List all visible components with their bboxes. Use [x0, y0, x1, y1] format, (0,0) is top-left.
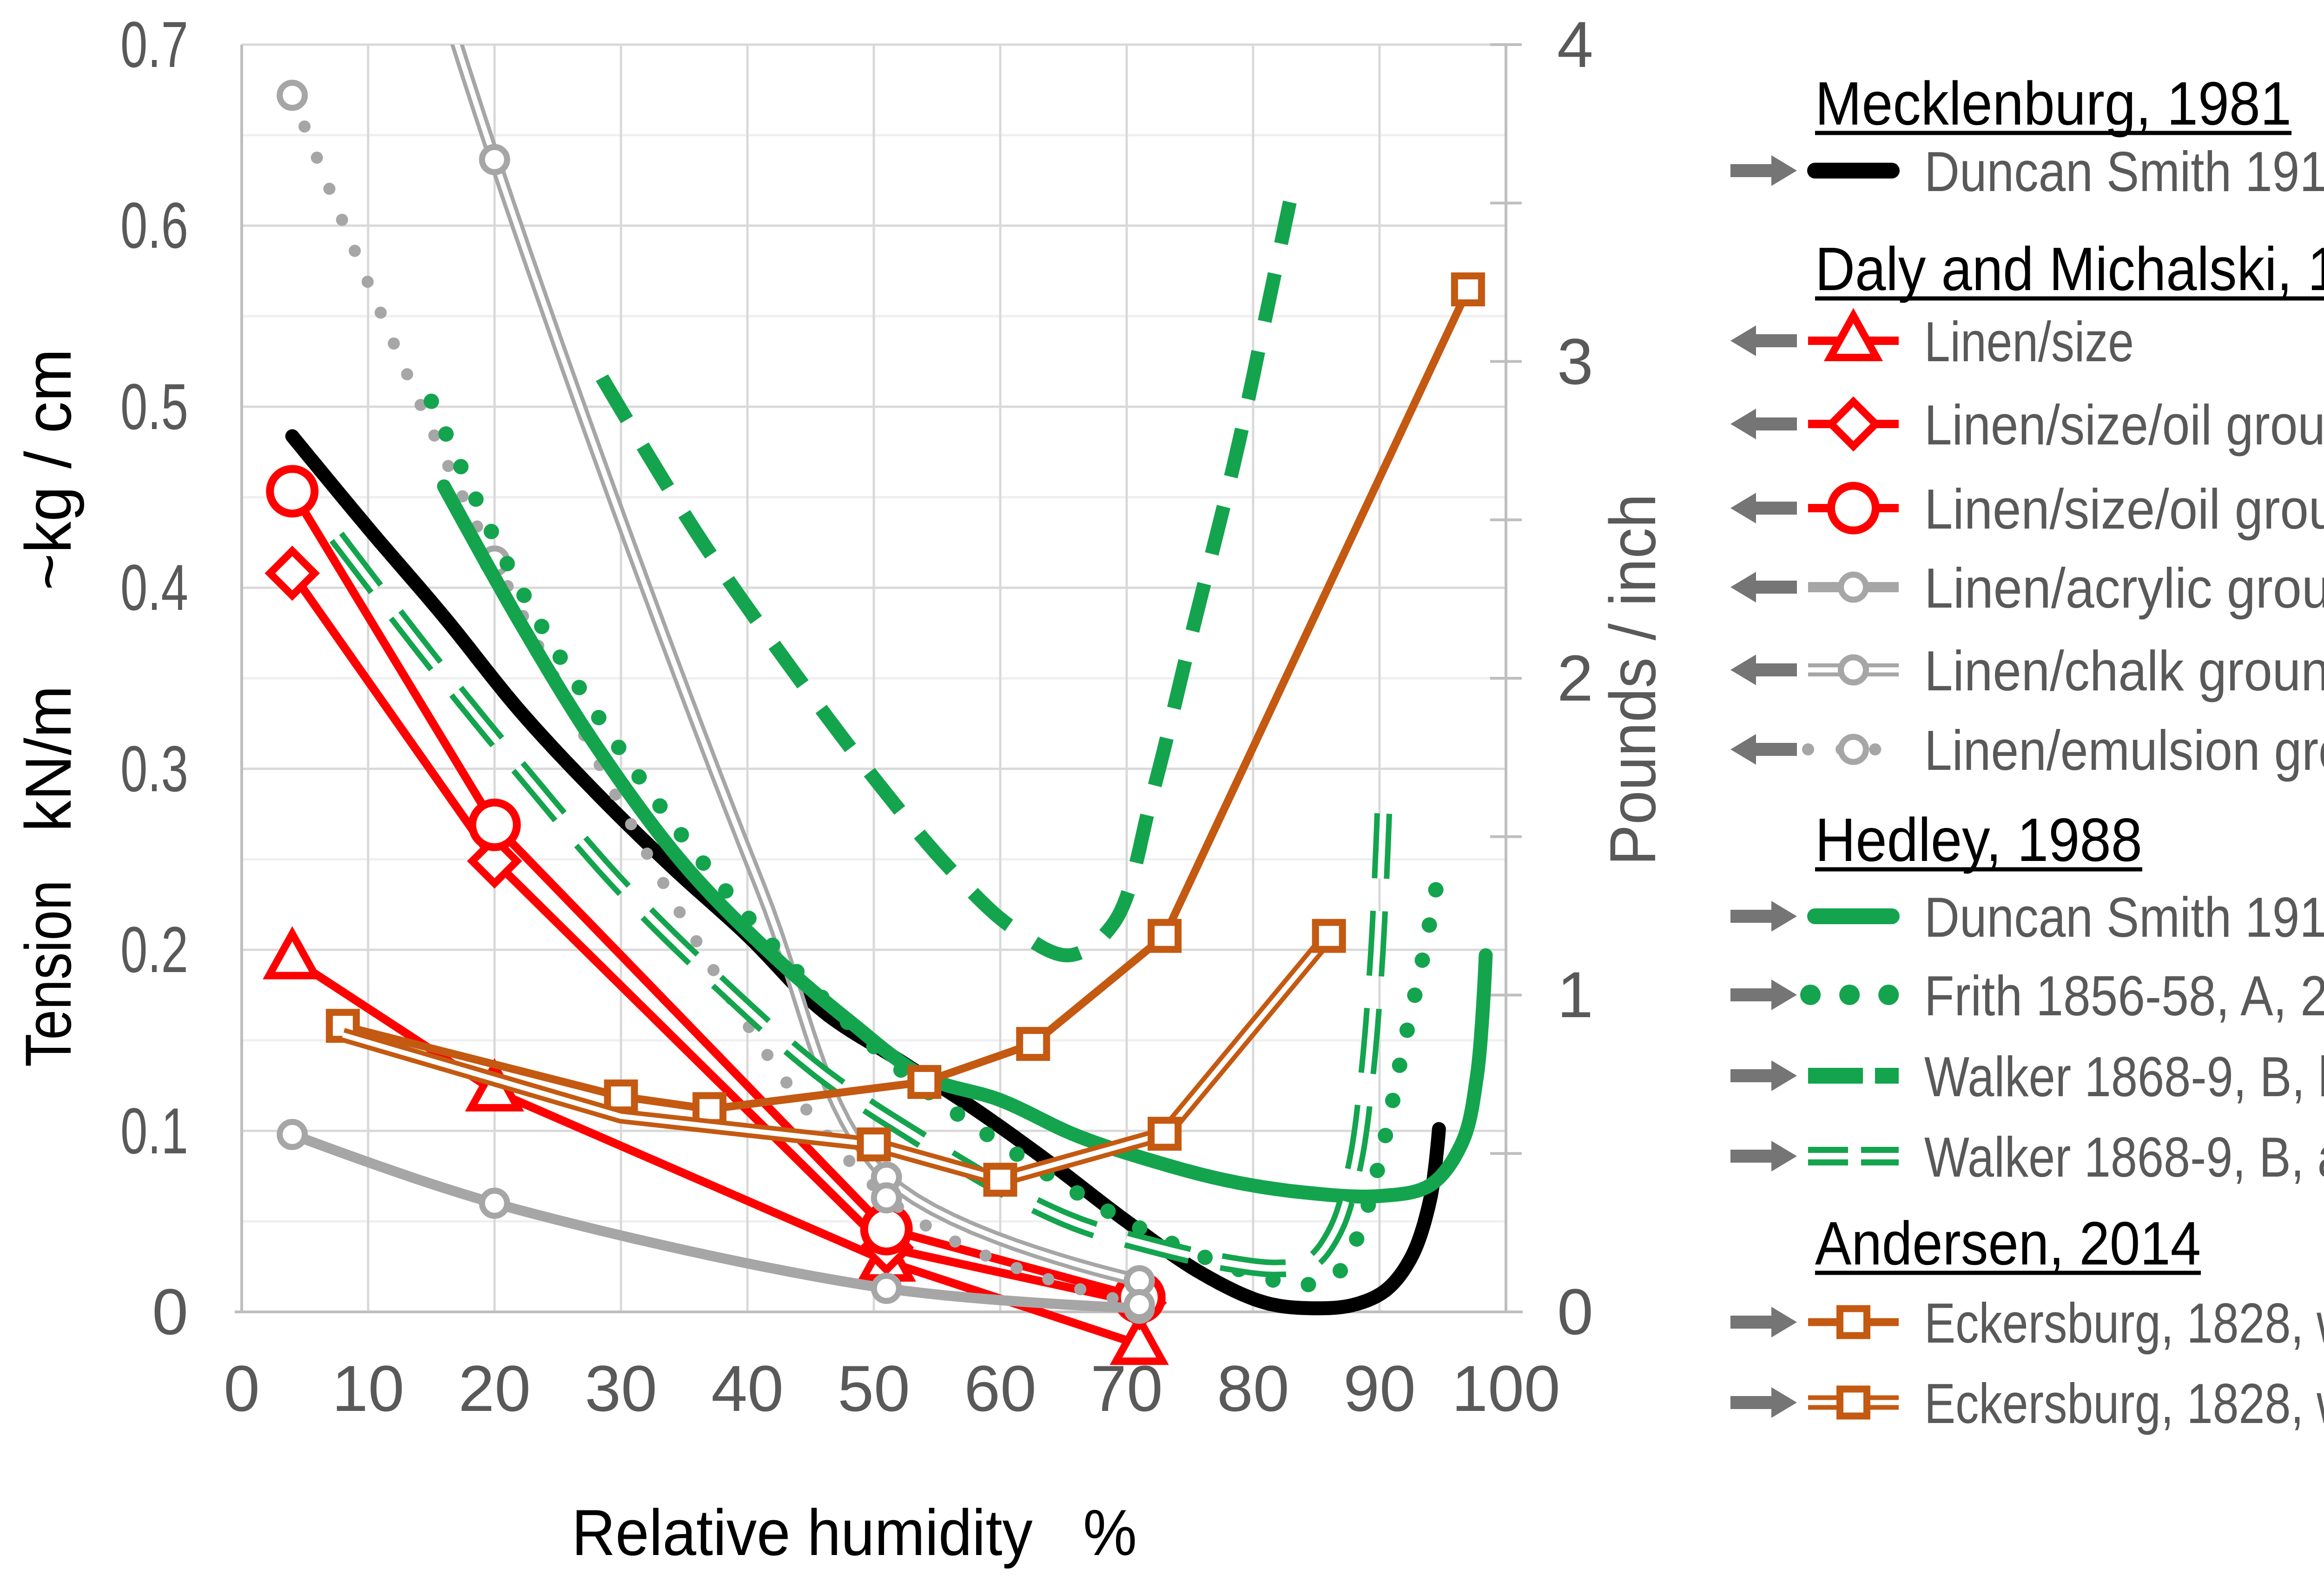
svg-text:4: 4 [1557, 8, 1593, 81]
svg-text:30: 30 [585, 1352, 657, 1425]
svg-text:Pounds / inch: Pounds / inch [1596, 494, 1669, 866]
svg-text:Linen/emulsion ground: Linen/emulsion ground [1924, 719, 2324, 782]
svg-text:3: 3 [1557, 325, 1593, 398]
svg-text:Walker 1868-9, B, before 90%RH: Walker 1868-9, B, before 90%RH [1924, 1045, 2324, 1108]
svg-text:2: 2 [1557, 642, 1593, 715]
svg-text:50: 50 [838, 1352, 910, 1425]
svg-text:Linen/size: Linen/size [1924, 310, 2134, 373]
svg-text:70: 70 [1090, 1352, 1163, 1425]
svg-text:60: 60 [964, 1352, 1037, 1425]
svg-text:1: 1 [1557, 958, 1593, 1031]
svg-text:Duncan Smith 1912, warp: Duncan Smith 1912, warp [1924, 140, 2324, 203]
svg-text:0.7: 0.7 [120, 8, 188, 81]
svg-text:Frith 1856-58, A, 2nd cycle: Frith 1856-58, A, 2nd cycle [1924, 964, 2324, 1027]
svg-text:0.3: 0.3 [120, 732, 188, 805]
svg-text:0: 0 [224, 1352, 260, 1425]
svg-text:Eckersburg, 1828, wax lined, b: Eckersburg, 1828, wax lined, b. 90%RH [1924, 1291, 2324, 1355]
svg-text:0.4: 0.4 [120, 551, 188, 624]
svg-text:20: 20 [458, 1352, 531, 1425]
svg-text:Relative humidity %: Relative humidity % [572, 1496, 1137, 1569]
svg-text:Tension: Tension [12, 880, 85, 1067]
svg-text:0.2: 0.2 [120, 913, 188, 986]
svg-text:Andersen, 2014: Andersen, 2014 [1815, 1209, 2201, 1277]
svg-text:~kg / cm: ~kg / cm [12, 349, 85, 590]
svg-text:40: 40 [711, 1352, 784, 1425]
svg-text:0.1: 0.1 [120, 1094, 188, 1167]
svg-text:0: 0 [1557, 1275, 1593, 1348]
svg-text:0.5: 0.5 [120, 370, 188, 443]
svg-text:kN/m: kN/m [12, 686, 85, 832]
svg-text:Linen/size/oil ground/oil pain: Linen/size/oil ground/oil paint [1924, 477, 2324, 541]
svg-text:Linen/acrylic ground: Linen/acrylic ground [1924, 556, 2324, 620]
svg-text:0.6: 0.6 [120, 189, 188, 262]
svg-text:90: 90 [1343, 1352, 1416, 1425]
svg-text:Linen/chalk ground: Linen/chalk ground [1924, 639, 2324, 702]
svg-text:Hedley, 1988: Hedley, 1988 [1815, 806, 2142, 874]
svg-text:Mecklenburg, 1981: Mecklenburg, 1981 [1815, 69, 2291, 138]
svg-text:Duncan Smith 1912, warp: Duncan Smith 1912, warp [1924, 886, 2324, 949]
svg-text:0: 0 [152, 1275, 188, 1348]
svg-text:Linen/size/oil ground: Linen/size/oil ground [1924, 393, 2324, 457]
svg-text:Daly and Michalski, 1987: Daly and Michalski, 1987 [1815, 235, 2324, 303]
svg-text:Walker 1868-9, B, after 90%RH: Walker 1868-9, B, after 90%RH [1924, 1125, 2324, 1189]
svg-text:10: 10 [332, 1352, 404, 1425]
svg-text:Eckersburg, 1828, wax lined, a: Eckersburg, 1828, wax lined, a. 90%RH [1924, 1372, 2324, 1435]
svg-text:80: 80 [1217, 1352, 1289, 1425]
svg-text:100: 100 [1452, 1352, 1560, 1425]
